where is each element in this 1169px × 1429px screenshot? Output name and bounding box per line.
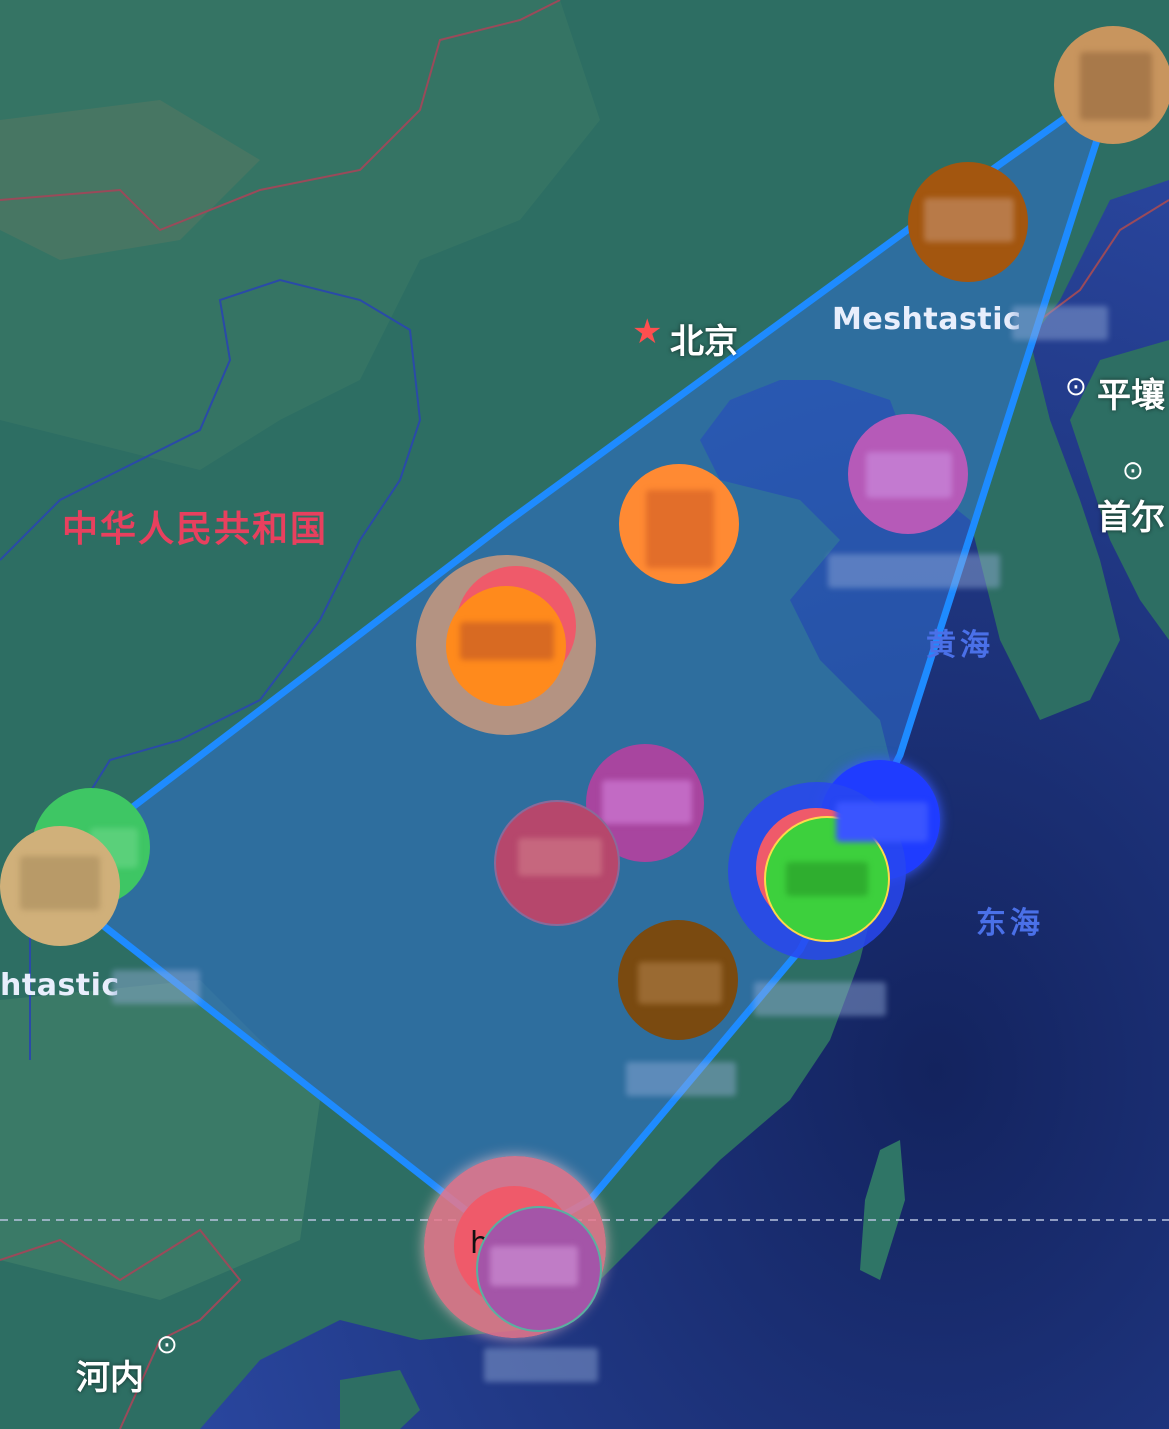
label-east-sea: 东海 — [976, 906, 1044, 941]
node-central-pink-avatar — [518, 838, 602, 876]
mesh-name-redacted-southeast — [626, 1062, 736, 1096]
node-central-orange-avatar — [460, 622, 554, 660]
node-southeast-brown-avatar — [638, 962, 722, 1004]
node-central-purple-avatar — [602, 780, 692, 824]
seoul-marker-icon: ⊙ — [1122, 456, 1144, 486]
terrain-shading-2 — [0, 100, 260, 260]
node-northeast-avatar — [924, 198, 1014, 242]
label-beijing: 北京 — [670, 322, 738, 362]
korea-land — [1070, 340, 1169, 640]
border-line-south — [0, 1228, 242, 1429]
label-yellow-sea: 黄海 — [926, 628, 994, 663]
taiwan-land — [860, 1140, 905, 1280]
node-top-right-avatar — [1080, 52, 1152, 120]
mesh-name-redacted-shandong — [828, 554, 1000, 588]
mesh-name-redacted-west — [112, 970, 200, 1004]
border-line-north — [0, 0, 561, 232]
mesh-label-west: htastic — [0, 968, 120, 1003]
node-north-center-avatar — [646, 490, 714, 568]
hanoi-marker-icon: ⊙ — [156, 1330, 178, 1360]
mesh-name-redacted-guangdong — [484, 1348, 598, 1382]
label-pyongyang: 平壤 — [1097, 376, 1165, 416]
node-guangdong-purple-avatar — [490, 1246, 578, 1286]
mesh-name-redacted-northeast — [1012, 306, 1108, 340]
mesh-label-northeast: Meshtastic — [832, 302, 1022, 337]
mesh-name-redacted-shanghai — [754, 982, 886, 1016]
label-seoul: 首尔 — [1097, 498, 1165, 538]
capital-star-icon: ★ — [632, 312, 663, 352]
border-line-korea — [1039, 199, 1169, 321]
terrain-shading — [0, 0, 600, 470]
node-shanghai-blue-avatar — [836, 802, 928, 842]
pyongyang-marker-icon: ⊙ — [1065, 372, 1087, 402]
border-line-province — [0, 278, 422, 1060]
node-shandong-avatar — [866, 452, 952, 498]
label-country: 中华人民共和国 — [62, 509, 329, 550]
node-shanghai-green-avatar — [786, 862, 868, 896]
node-west-tan-avatar — [20, 856, 100, 910]
label-hanoi: 河内 — [76, 1358, 144, 1398]
hainan-land — [340, 1370, 420, 1429]
